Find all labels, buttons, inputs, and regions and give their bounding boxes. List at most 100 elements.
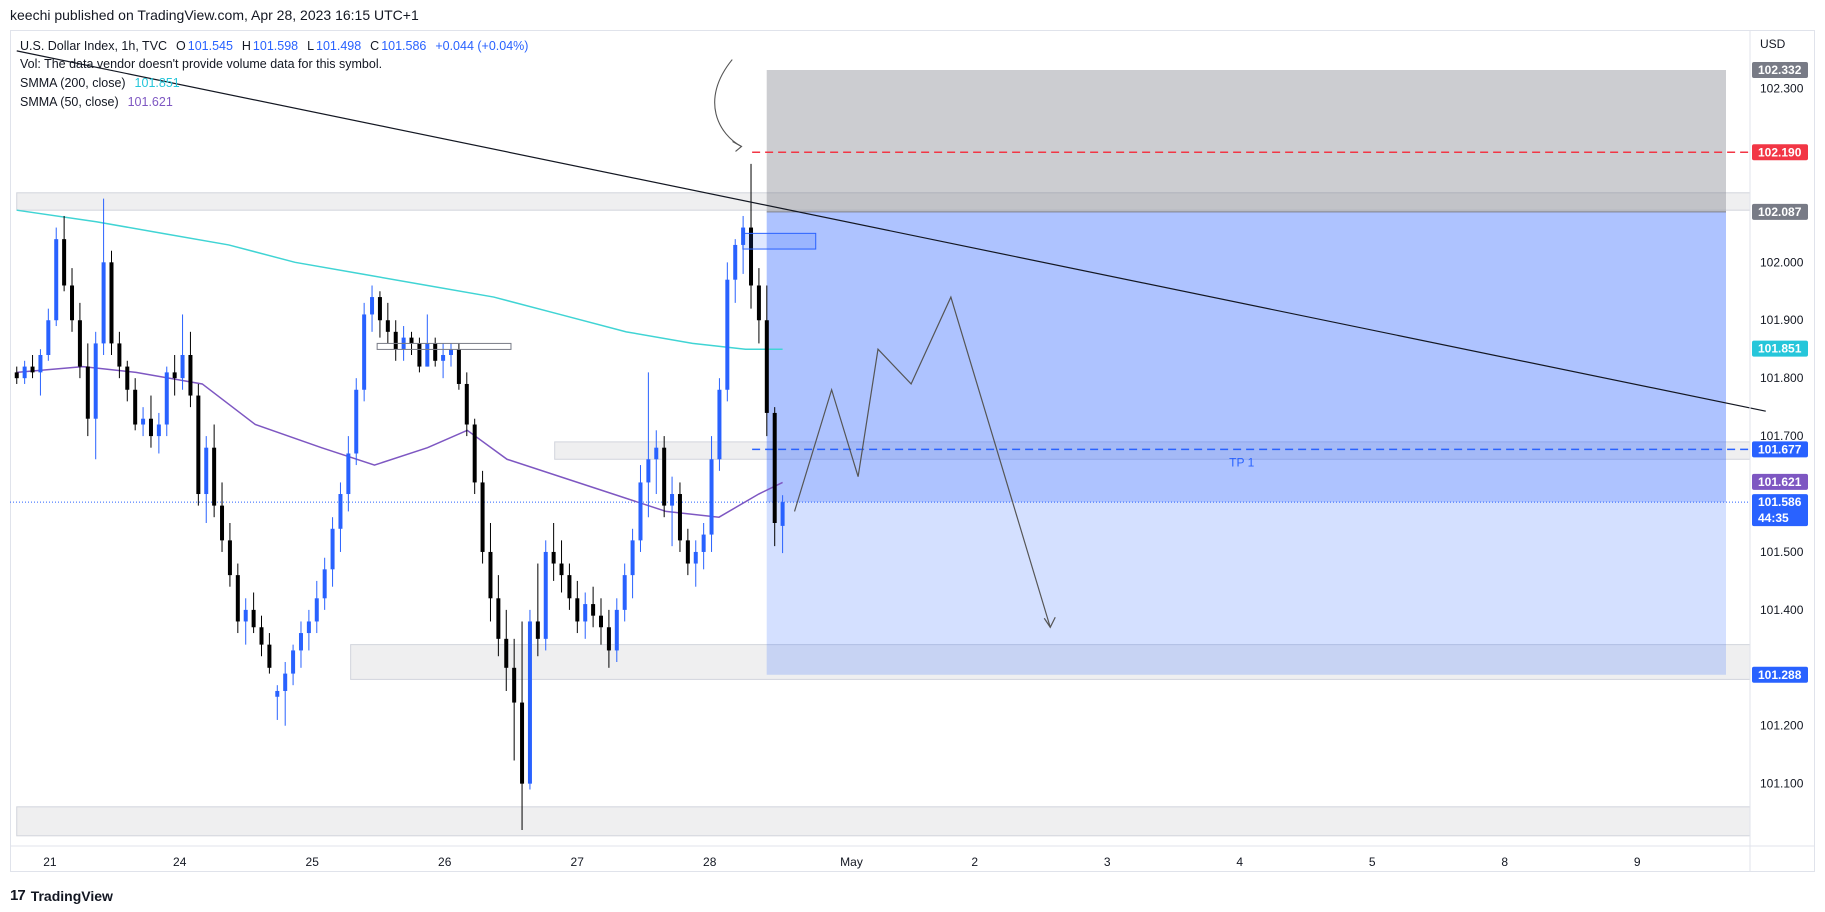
candle-body xyxy=(448,349,453,355)
candle xyxy=(291,644,296,686)
candle-body xyxy=(559,563,564,576)
publisher-credit: keechi published on TradingView.com, Apr… xyxy=(10,7,419,23)
x-tick-label: 27 xyxy=(571,855,585,869)
price-badge-label: 101.586 xyxy=(1758,495,1802,509)
candle-body xyxy=(141,418,146,425)
price-badge xyxy=(1752,473,1808,490)
y-tick-label: 101.800 xyxy=(1760,371,1804,385)
candle xyxy=(677,482,682,552)
candle xyxy=(346,436,351,512)
x-tick-label: 25 xyxy=(306,855,320,869)
candle-body xyxy=(377,297,382,321)
candle-body xyxy=(22,366,27,379)
x-tick-label: 9 xyxy=(1634,855,1641,869)
candle-body xyxy=(188,355,193,396)
candle-body xyxy=(148,418,153,437)
legend-sma50-value: 101.621 xyxy=(127,95,173,109)
projection-arrow-icon xyxy=(1043,616,1056,629)
price-badge-label: 101.621 xyxy=(1758,475,1802,489)
legend-volume-note[interactable]: Vol: The data vendor doesn't provide vol… xyxy=(20,57,383,71)
candle xyxy=(670,476,675,547)
candle-body xyxy=(235,575,240,622)
x-tick-label: May xyxy=(840,855,863,869)
candle-body xyxy=(425,343,430,367)
candle xyxy=(148,395,153,448)
candle xyxy=(685,528,690,576)
overlay-layer xyxy=(16,50,1766,629)
legend-sma200-row[interactable]: SMMA (200, close) 101.851 xyxy=(20,76,182,90)
currency-label: USD xyxy=(1760,37,1786,51)
candle xyxy=(125,360,130,402)
candle-body xyxy=(764,320,769,413)
candle-body xyxy=(322,569,327,599)
candle xyxy=(70,268,75,332)
candle xyxy=(330,517,335,587)
candle xyxy=(306,609,311,651)
candle xyxy=(441,343,446,379)
candle xyxy=(385,302,390,344)
candle xyxy=(314,580,319,634)
candle-body xyxy=(599,615,604,628)
candle xyxy=(543,540,548,651)
price-badge xyxy=(1752,203,1808,220)
legend-open: 101.545 xyxy=(187,39,233,53)
candle-body xyxy=(212,447,217,506)
legend-sma50-row[interactable]: SMMA (50, close) 101.621 xyxy=(20,95,175,109)
candle xyxy=(275,685,280,720)
candle-body xyxy=(314,598,319,622)
candle-body xyxy=(464,383,469,425)
legend-symbol[interactable]: U.S. Dollar Index, 1h, TVC xyxy=(20,39,168,53)
chart-frame xyxy=(10,30,1815,872)
candle xyxy=(780,495,785,554)
candle xyxy=(646,372,651,518)
candle xyxy=(725,262,730,402)
candle-body xyxy=(251,609,256,628)
order-block xyxy=(376,342,512,350)
candle-body xyxy=(220,505,225,541)
candle xyxy=(654,430,659,495)
candle xyxy=(38,349,43,396)
stop-zone xyxy=(766,70,1726,212)
candle xyxy=(133,378,138,431)
candle xyxy=(251,592,256,634)
candle-body xyxy=(38,355,43,373)
candle xyxy=(701,522,706,570)
candle-body xyxy=(709,459,714,535)
legend-ohlc-row: U.S. Dollar Index, 1h, TVC O 101.545 H 101… xyxy=(20,39,530,53)
annotation-arrow xyxy=(714,59,742,147)
x-tick-label: 3 xyxy=(1104,855,1111,869)
candle xyxy=(85,343,90,437)
candle xyxy=(338,482,343,552)
candle xyxy=(322,557,327,610)
candle xyxy=(362,302,367,402)
candle xyxy=(606,609,611,668)
candle-body xyxy=(725,279,730,390)
candle-body xyxy=(780,502,785,526)
candle xyxy=(101,198,106,355)
price-badge xyxy=(1752,494,1808,527)
candle-body xyxy=(259,627,264,645)
candle-body xyxy=(93,343,98,419)
time-axis: 21 24 25 26 27 28 May 2 3 4 5 8 9 xyxy=(43,855,1641,869)
candle-body xyxy=(630,540,635,576)
y-tick-label: 101.200 xyxy=(1760,719,1804,733)
candle-body xyxy=(433,343,438,361)
candle xyxy=(22,360,27,384)
candle xyxy=(520,621,525,830)
candle xyxy=(172,355,177,396)
candle xyxy=(756,268,761,344)
candle xyxy=(472,418,477,495)
trendline xyxy=(16,50,1766,412)
candle xyxy=(62,215,67,292)
tradingview-logo[interactable]: 17 TradingView xyxy=(10,887,113,904)
legend-close: 101.586 xyxy=(381,39,427,53)
candle xyxy=(630,528,635,599)
candle-body xyxy=(749,227,754,286)
candle xyxy=(156,412,161,454)
candle xyxy=(417,337,422,373)
candle xyxy=(559,540,564,593)
candle xyxy=(259,615,264,657)
candle-body xyxy=(638,482,643,541)
lines-layer: TP 1 xyxy=(10,151,1750,518)
